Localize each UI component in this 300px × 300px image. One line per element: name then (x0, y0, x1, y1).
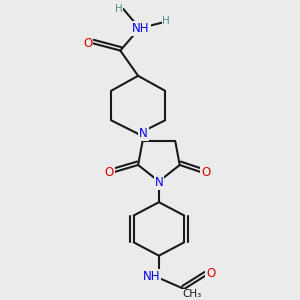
Text: H: H (163, 16, 170, 26)
Text: NH: NH (143, 270, 160, 283)
Text: N: N (154, 176, 163, 189)
Text: O: O (206, 267, 216, 280)
Text: N: N (139, 127, 148, 140)
Text: O: O (83, 37, 92, 50)
Text: O: O (201, 166, 210, 179)
Text: O: O (105, 166, 114, 179)
Text: CH₃: CH₃ (182, 289, 201, 299)
Text: H: H (115, 4, 123, 14)
Text: NH: NH (132, 22, 150, 35)
